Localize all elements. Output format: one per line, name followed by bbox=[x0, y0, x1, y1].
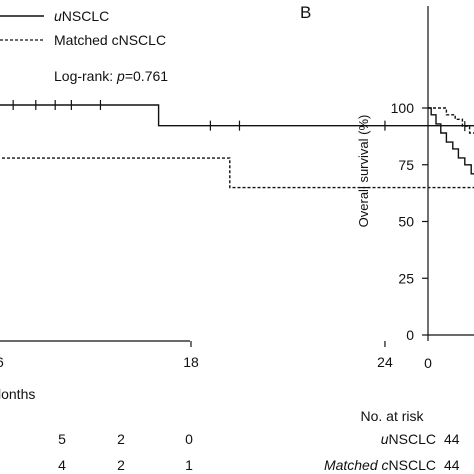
panel-a-tick-labels: 6182430 bbox=[0, 354, 393, 370]
x-tick-label: 6 bbox=[0, 354, 4, 370]
risk-count: 2 bbox=[117, 457, 125, 473]
panel-b-risk-table: uNSCLC 44 Matched cNSCLC 44 bbox=[324, 431, 460, 473]
survival-curve-matched-cnsclc bbox=[428, 107, 474, 134]
risk-count: 5 bbox=[58, 431, 66, 447]
legend-suffix: NSCLC bbox=[62, 8, 109, 24]
panel-b-axes bbox=[427, 6, 474, 336]
legend-label-unsclc: uNSCLC bbox=[54, 8, 109, 24]
risk-count: 4 bbox=[58, 457, 66, 473]
y-tick-label: 75 bbox=[398, 157, 414, 173]
panel-a-x-axis bbox=[0, 340, 386, 347]
panel-a-legend: uNSCLC Matched cNSCLC bbox=[0, 8, 166, 48]
legend-label-matched-cnsclc: Matched cNSCLC bbox=[54, 32, 166, 48]
risk-row-label: Matched cNSCLC bbox=[324, 457, 436, 473]
risk-row-suffix: NSCLC bbox=[389, 457, 436, 473]
survival-curve-unsclc bbox=[0, 104, 474, 127]
legend-prefix: u bbox=[54, 8, 62, 24]
risk-count: 1 bbox=[185, 457, 193, 473]
panel-b-y-axis-label: Overall survival (%) bbox=[356, 115, 371, 228]
risk-count: 44 bbox=[444, 431, 460, 447]
panel-b-label: B bbox=[300, 3, 311, 22]
panel-a-risk-table: 5 2 0 4 2 1 bbox=[58, 431, 193, 473]
logrank-var: p bbox=[116, 68, 125, 84]
y-tick-label: 50 bbox=[398, 214, 414, 230]
x-tick-label: 0 bbox=[424, 355, 432, 371]
panel-a-series bbox=[0, 100, 474, 189]
risk-count: 2 bbox=[117, 431, 125, 447]
y-tick-label: 100 bbox=[391, 100, 415, 116]
y-tick-label: 25 bbox=[398, 270, 414, 286]
panel-b-y-ticks: 0 25 50 75 100 bbox=[391, 100, 428, 343]
panel-b-x-ticks: 0 bbox=[424, 335, 432, 371]
risk-row-suffix: NSCLC bbox=[389, 431, 436, 447]
logrank-suffix: =0.761 bbox=[125, 68, 168, 84]
legend-suffix: NSCLC bbox=[119, 32, 166, 48]
y-tick-label: 0 bbox=[406, 327, 414, 343]
risk-row-label: uNSCLC bbox=[381, 431, 436, 447]
x-tick-label: 24 bbox=[377, 354, 393, 370]
panel-a-x-axis-label: lonths bbox=[0, 386, 35, 402]
risk-row-prefix: Matched c bbox=[324, 457, 389, 473]
survival-curve-unsclc bbox=[428, 107, 474, 175]
risk-row-prefix: u bbox=[381, 431, 389, 447]
x-tick-label: 18 bbox=[183, 354, 199, 370]
risk-count: 44 bbox=[444, 457, 460, 473]
risk-table-title: No. at risk bbox=[360, 408, 424, 424]
survival-curve-matched-cnsclc bbox=[0, 157, 474, 189]
risk-count: 0 bbox=[185, 431, 193, 447]
legend-prefix: Matched c bbox=[54, 32, 119, 48]
logrank-prefix: Log-rank: bbox=[54, 68, 117, 84]
panel-b-series bbox=[428, 107, 474, 175]
logrank-annotation: Log-rank: p=0.761 bbox=[54, 68, 168, 84]
